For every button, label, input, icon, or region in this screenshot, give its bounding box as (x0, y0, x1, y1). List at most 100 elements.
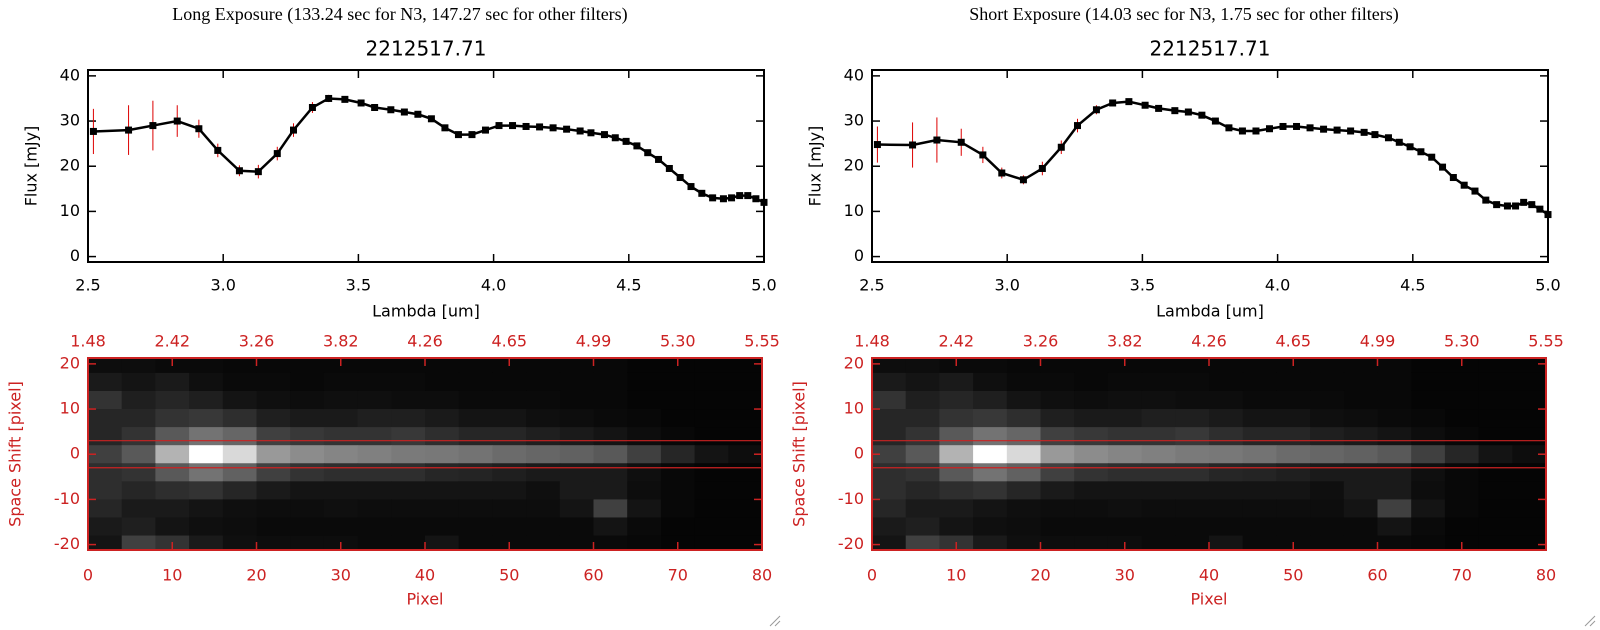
pixel-cell (627, 535, 662, 550)
pixel-cell (1478, 463, 1513, 482)
pixel-cell (526, 499, 561, 518)
data-point (454, 131, 462, 139)
x2-tick-label: 3.26 (239, 332, 275, 351)
data-point (736, 192, 744, 200)
data-point (622, 137, 630, 145)
x-axis-label: Pixel (406, 590, 443, 609)
pixel-cell (189, 427, 224, 446)
y-axis-label: Space Shift [pixel] (790, 381, 809, 527)
pixel-cell (425, 358, 460, 374)
data-point (1439, 163, 1447, 171)
pixel-cell (155, 427, 190, 446)
data-point (1482, 196, 1490, 204)
pixel-cell (425, 535, 460, 550)
pixel-cell (222, 535, 257, 550)
pixel-cell (1040, 409, 1075, 428)
pixel-cell (1512, 481, 1546, 500)
pixel-cell (1006, 499, 1041, 518)
x-tick-label: 20 (1030, 566, 1050, 585)
pixel-cell (357, 358, 392, 374)
pixel-cell (357, 463, 392, 482)
pixel-cell (1343, 517, 1378, 537)
y-tick-label: 30 (60, 111, 80, 130)
pixel-cell (256, 499, 291, 518)
pixel-cell (1006, 409, 1041, 428)
pixel-cell (1512, 463, 1546, 482)
data-point (1544, 211, 1552, 219)
pixel-cell (1411, 463, 1446, 482)
pixel-cell (121, 445, 156, 464)
pixel-cell (1377, 517, 1412, 537)
data-point (1293, 122, 1301, 130)
pixel-cell (694, 409, 729, 428)
x2-tick-label: 3.82 (1107, 332, 1143, 351)
y-tick-label: -20 (54, 534, 80, 553)
pixel-cell (1310, 427, 1345, 446)
x-tick-label: 3.0 (994, 276, 1019, 295)
pixel-cell (1276, 463, 1311, 482)
pixel-cell (728, 427, 762, 446)
pixel-cell (728, 358, 762, 374)
pixel-cell (155, 481, 190, 500)
pixel-cell (1141, 481, 1176, 500)
data-point (1057, 143, 1065, 151)
x-tick-label: 5.0 (751, 276, 776, 295)
pixel-cell (1209, 390, 1244, 410)
pixel-cell (290, 390, 325, 410)
pixel-cell (973, 390, 1008, 410)
pixel-cell (973, 427, 1008, 446)
x2-tick-label: 4.99 (1360, 332, 1396, 351)
pixel-cell (1141, 535, 1176, 550)
pixel-cell (121, 427, 156, 446)
pixel-cell (1478, 535, 1513, 550)
pixel-cell (121, 499, 156, 518)
data-point (522, 122, 530, 130)
pixel-cell (1040, 427, 1075, 446)
pixel-cell (1141, 358, 1176, 374)
pixel-cell (222, 358, 257, 374)
pixel-cell (1310, 535, 1345, 550)
pixel-cell (1411, 409, 1446, 428)
data-point (1019, 176, 1027, 184)
pixel-cell (872, 499, 907, 518)
pixel-cell (1377, 427, 1412, 446)
data-point (1092, 106, 1100, 114)
x-axis-label: Pixel (1190, 590, 1227, 609)
pixel-cell (973, 463, 1008, 482)
pixel-cell (492, 481, 527, 500)
pixel-cell (694, 535, 729, 550)
pixel-cell (939, 372, 974, 392)
pixel-cell (290, 517, 325, 537)
pixel-cell (1310, 372, 1345, 392)
pixel-cell (1107, 445, 1143, 464)
data-point (1428, 153, 1436, 161)
pixel-cell (1006, 372, 1041, 392)
pixel-cell (458, 499, 493, 518)
pixel-cell (357, 445, 392, 464)
pixel-cell (458, 409, 493, 428)
pixel-cell (189, 517, 224, 537)
pixel-cell (694, 372, 729, 392)
data-point (1038, 164, 1046, 172)
pixel-cell (905, 535, 940, 550)
data-point (387, 106, 395, 114)
pixel-cell (290, 445, 325, 464)
pixel-cell (189, 481, 224, 500)
pixel-cell (458, 390, 493, 410)
y-tick-label: 20 (844, 156, 864, 175)
data-point (536, 123, 544, 131)
pixel-cell (728, 481, 762, 500)
pixel-cell (323, 445, 359, 464)
pixel-cell (492, 445, 527, 464)
pixel-cell (1478, 372, 1513, 392)
pixel-cell (1242, 358, 1277, 374)
data-point (357, 99, 365, 107)
pixel-cell (1141, 409, 1176, 428)
pixel-cell (1141, 427, 1176, 446)
data-point (728, 194, 736, 202)
data-point (600, 131, 608, 139)
pixel-cell (425, 445, 460, 464)
x2-tick-label: 1.48 (854, 332, 890, 351)
pixel-cell (1512, 445, 1546, 464)
data-point (1225, 124, 1233, 132)
